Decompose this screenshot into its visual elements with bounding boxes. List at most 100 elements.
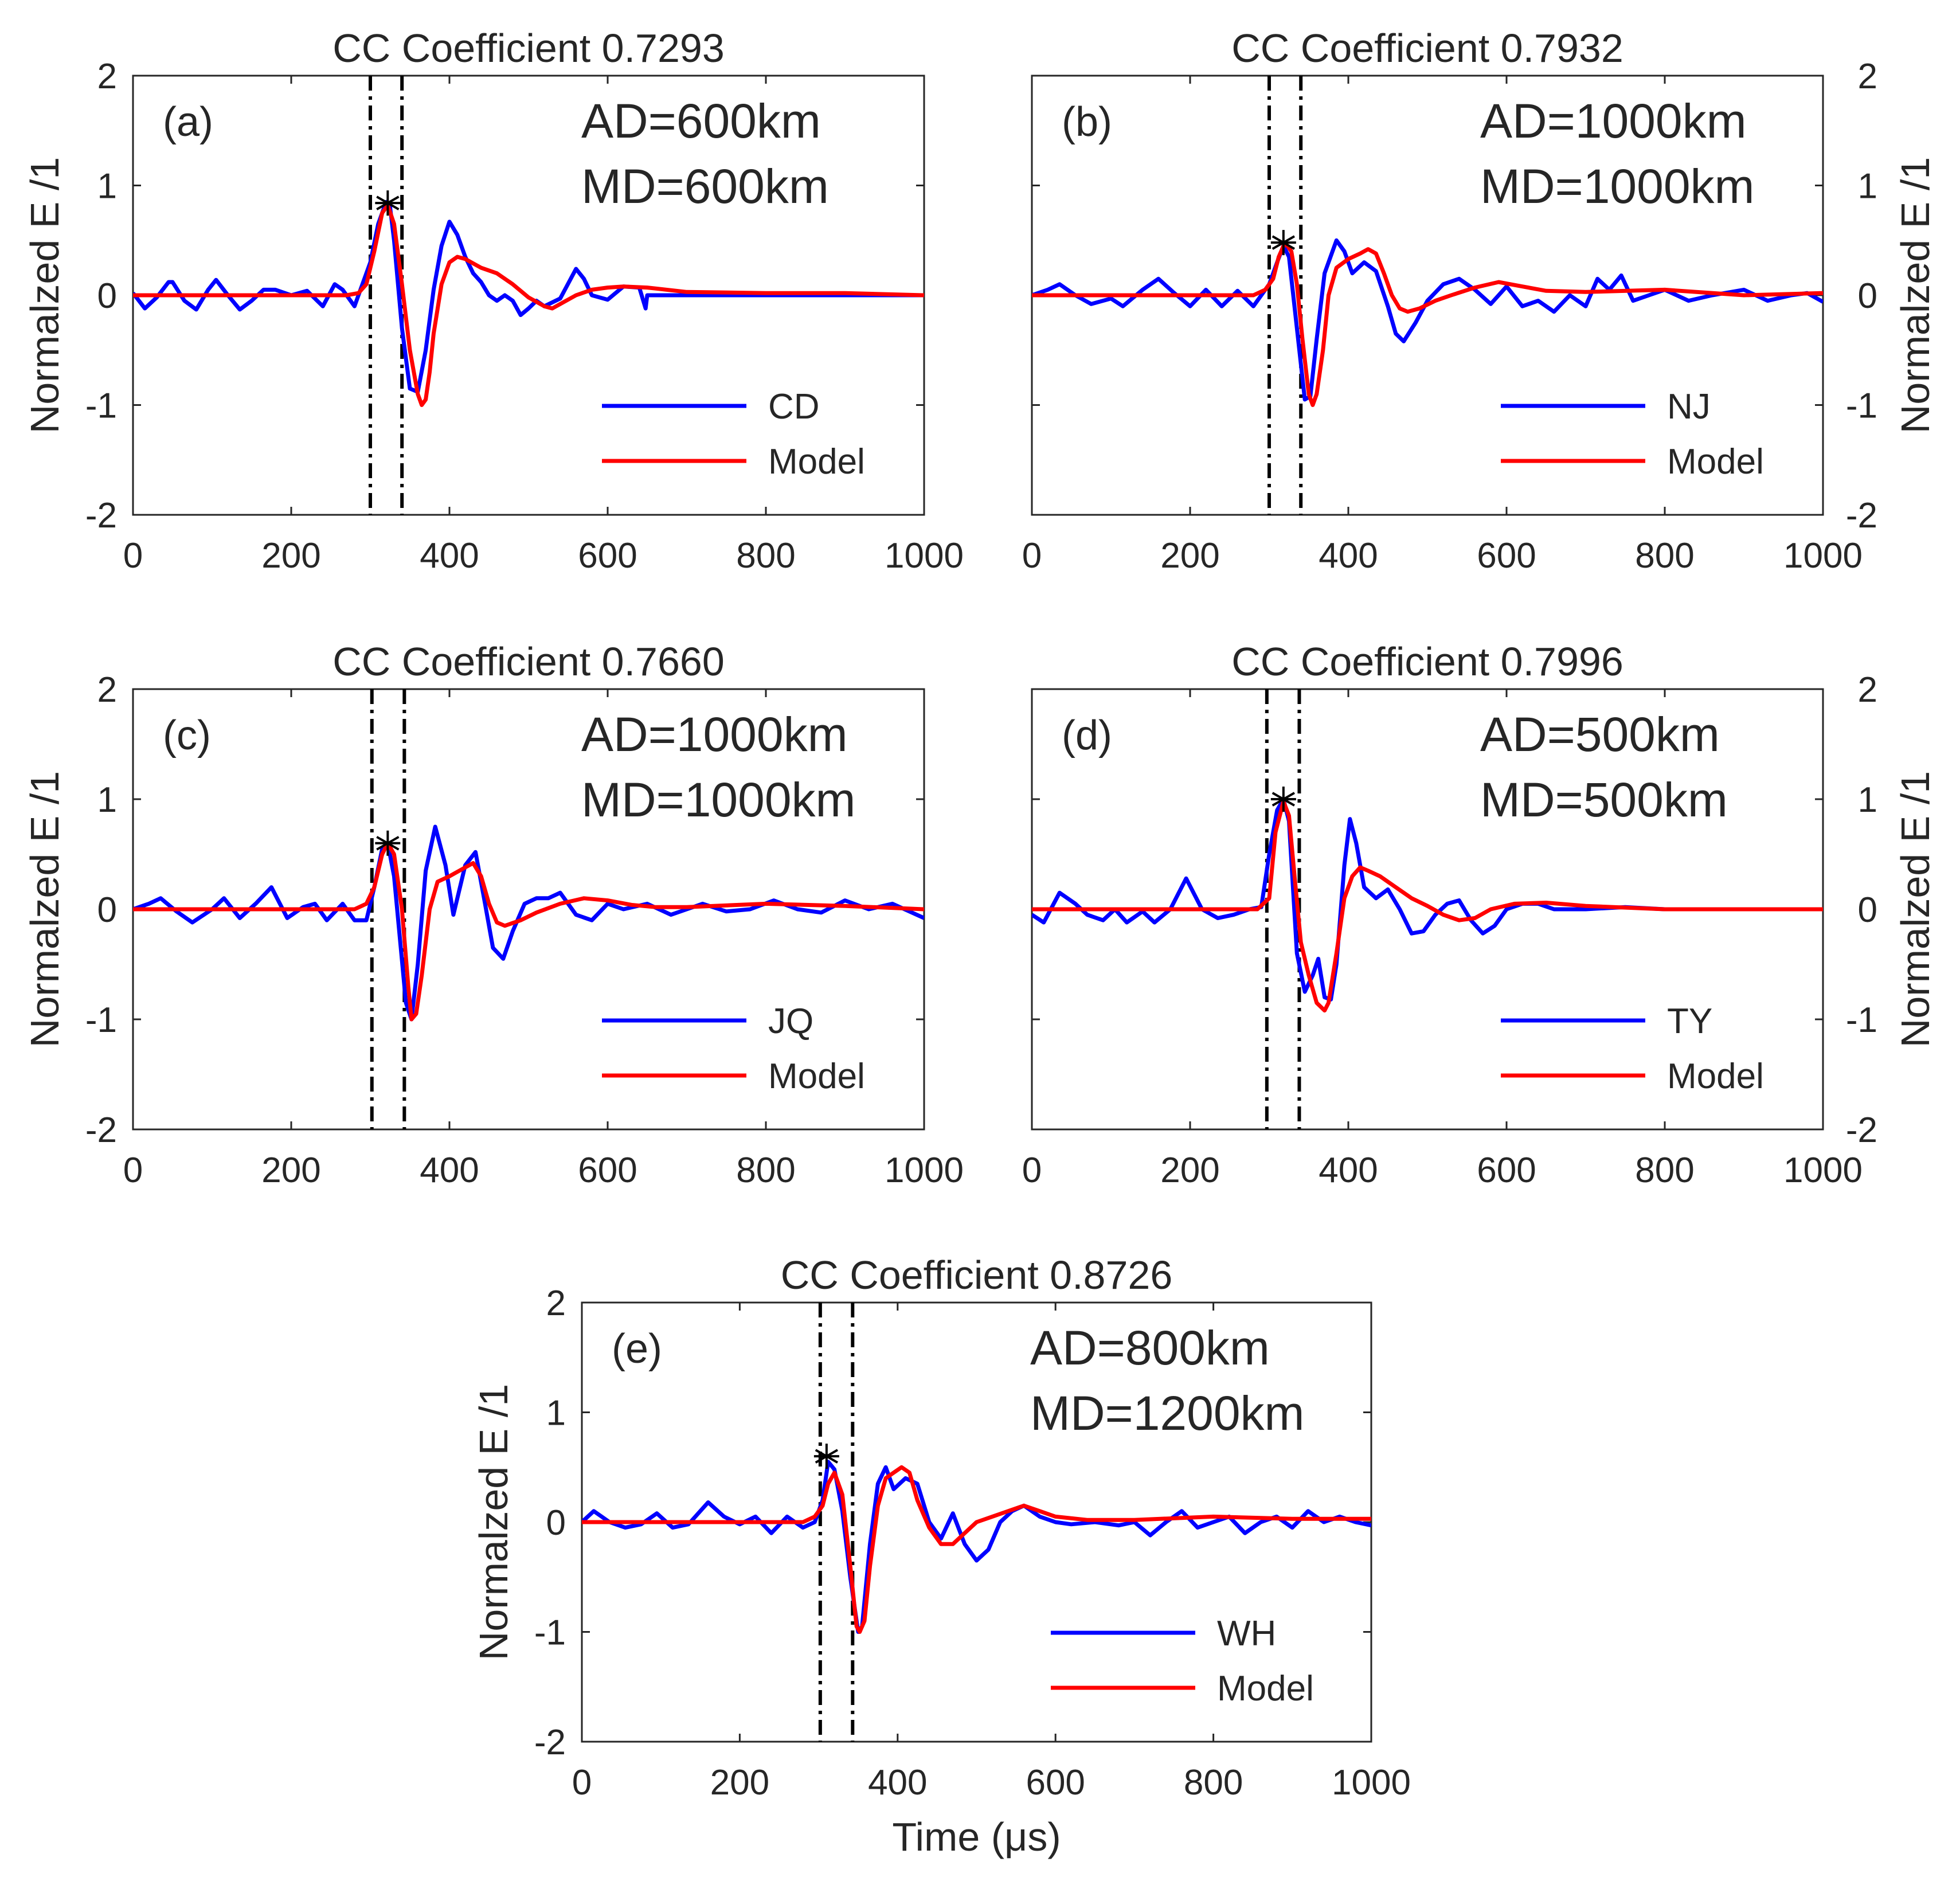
- x-tick-label: 800: [1635, 536, 1694, 576]
- y-axis-label: Normalzed E /1: [1893, 157, 1938, 433]
- annotation-text: MD=1000km: [581, 773, 856, 827]
- x-tick-label: 600: [1477, 1151, 1536, 1190]
- peak-marker: [1270, 230, 1296, 256]
- y-tick-label: -1: [1846, 1000, 1877, 1040]
- peak-marker: [375, 190, 401, 216]
- panel-label: (b): [1062, 99, 1112, 145]
- x-tick-label: 0: [572, 1763, 592, 1802]
- y-tick-label: -2: [1846, 496, 1877, 535]
- annotation-text: MD=1200km: [1030, 1386, 1305, 1440]
- chart-panel-e: 0 200 400 600 800 1000 2 1 0 -1 -2 CC Coefficient 0…: [471, 1253, 1411, 1859]
- y-tick-label: -2: [534, 1723, 566, 1762]
- x-tick-label: 1000: [1332, 1763, 1411, 1802]
- chart-title: CC Coefficient 0.7293: [332, 26, 725, 71]
- peak-marker: [813, 1444, 839, 1469]
- y-axis-label: Normalzed E /1: [22, 157, 67, 433]
- annotation-text: MD=600km: [581, 159, 829, 213]
- chart-title: CC Coefficient 0.7932: [1231, 26, 1623, 71]
- y-tick-label: 0: [97, 276, 117, 316]
- x-tick-label: 200: [1160, 1151, 1219, 1190]
- y-tick-label: 1: [97, 780, 117, 820]
- panel-label: (e): [612, 1326, 662, 1372]
- x-tick-label: 200: [261, 536, 320, 576]
- annotation-text: AD=800km: [1030, 1321, 1270, 1375]
- series-line-model: [133, 841, 924, 1022]
- annotation-text: MD=500km: [1480, 773, 1728, 827]
- x-tick-label: 400: [420, 536, 479, 576]
- y-axis-label: Normalzed E /1: [471, 1384, 516, 1660]
- x-tick-label: 400: [868, 1763, 927, 1802]
- x-tick-label: 600: [1477, 536, 1536, 576]
- x-tick-label: 1000: [885, 1151, 964, 1190]
- y-tick-label: 2: [546, 1284, 566, 1323]
- x-tick-label: 200: [1160, 536, 1219, 576]
- panel-label: (d): [1062, 713, 1112, 758]
- y-tick-label: 0: [546, 1503, 566, 1543]
- x-tick-label: 200: [261, 1151, 320, 1190]
- chart-title: CC Coefficient 0.8726: [781, 1253, 1173, 1297]
- series-line-model: [1032, 240, 1823, 407]
- x-axis-label: Time (μs): [892, 1814, 1061, 1859]
- x-tick-label: 1000: [885, 536, 964, 576]
- legend-label: Model: [1667, 442, 1764, 482]
- annotation-text: MD=1000km: [1480, 159, 1755, 213]
- legend-label: CD: [768, 387, 820, 427]
- y-tick-label: 1: [546, 1394, 566, 1433]
- legend-label: NJ: [1667, 387, 1711, 427]
- y-tick-label: -1: [1846, 386, 1877, 426]
- x-tick-label: 1000: [1783, 1151, 1863, 1190]
- y-tick-label: -2: [85, 1110, 117, 1150]
- chart-panel-d: 0 200 400 600 800 1000 2 1 0 -1 -2 CC Coefficient 0…: [1022, 639, 1938, 1190]
- series-line-model: [133, 203, 924, 407]
- x-tick-label: 1000: [1783, 536, 1863, 576]
- chart-panel-c: 0 200 400 600 800 1000 2 1 0 -1 -2 CC Coefficient 0…: [22, 639, 964, 1190]
- x-tick-label: 0: [123, 1151, 143, 1190]
- legend-label: Model: [768, 442, 865, 482]
- x-tick-label: 800: [736, 536, 795, 576]
- x-tick-label: 600: [578, 536, 637, 576]
- x-tick-label: 0: [123, 536, 143, 576]
- y-axis-label: Normalzed E /1: [22, 771, 67, 1047]
- series-line-jq: [133, 824, 924, 1022]
- x-tick-label: 800: [1635, 1151, 1694, 1190]
- y-tick-label: -1: [534, 1613, 566, 1653]
- legend-label: WH: [1217, 1614, 1276, 1653]
- series-line-model: [1032, 799, 1823, 1013]
- y-tick-label: -1: [85, 1000, 117, 1040]
- y-tick-label: 2: [97, 57, 117, 96]
- peak-marker: [375, 830, 401, 856]
- y-tick-label: 2: [1858, 670, 1877, 710]
- panel-label: (a): [163, 99, 213, 145]
- series-line-model: [582, 1465, 1371, 1634]
- x-tick-label: 400: [1319, 536, 1378, 576]
- y-tick-label: 1: [97, 167, 117, 206]
- y-tick-label: 0: [1858, 890, 1877, 930]
- y-axis-label: Normalzed E /1: [1893, 771, 1938, 1047]
- annotation-text: AD=500km: [1480, 707, 1720, 761]
- chart-panel-b: 0 200 400 600 800 1000 2 1 0 -1 -2 CC Coefficient 0…: [1022, 26, 1938, 576]
- y-tick-label: 0: [1858, 276, 1877, 316]
- annotation-text: AD=1000km: [581, 707, 848, 761]
- legend-label: Model: [768, 1057, 865, 1096]
- legend-label: JQ: [768, 1002, 813, 1041]
- y-tick-label: -1: [85, 386, 117, 426]
- legend-label: Model: [1217, 1669, 1314, 1708]
- x-tick-label: 400: [1319, 1151, 1378, 1190]
- legend-label: TY: [1667, 1002, 1712, 1041]
- annotation-text: AD=600km: [581, 94, 821, 148]
- legend-label: Model: [1667, 1057, 1764, 1096]
- x-tick-label: 600: [578, 1151, 637, 1190]
- y-tick-label: 0: [97, 890, 117, 930]
- y-tick-label: 2: [1858, 57, 1877, 96]
- y-tick-label: 1: [1858, 780, 1877, 820]
- chart-title: CC Coefficient 0.7660: [332, 639, 725, 684]
- x-tick-label: 800: [736, 1151, 795, 1190]
- x-tick-label: 0: [1022, 1151, 1042, 1190]
- series-line-cd: [133, 200, 924, 394]
- x-tick-label: 0: [1022, 536, 1042, 576]
- chart-title: CC Coefficient 0.7996: [1231, 639, 1623, 684]
- y-tick-label: 2: [97, 670, 117, 710]
- x-tick-label: 200: [710, 1763, 769, 1802]
- y-tick-label: -2: [85, 496, 117, 535]
